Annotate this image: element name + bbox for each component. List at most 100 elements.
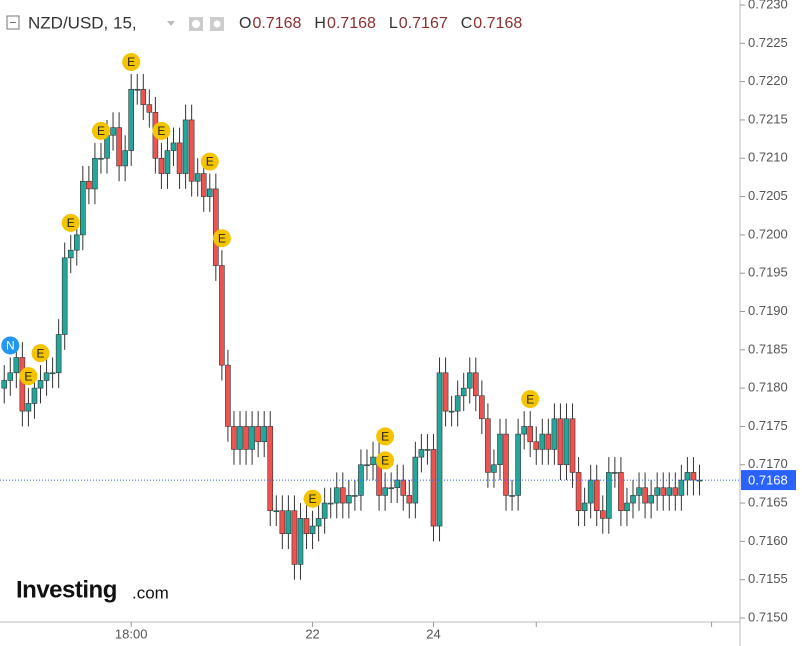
candle-body: [678, 479, 685, 496]
y-tick-label: 0.7160: [748, 533, 788, 548]
event-badge[interactable]: [152, 121, 171, 140]
candle-body: [466, 372, 473, 389]
candle-body: [460, 387, 467, 397]
candle-body: [388, 487, 394, 490]
candle-body: [569, 418, 576, 473]
event-label: N: [6, 339, 15, 353]
candle-body: [545, 433, 552, 450]
event-badge[interactable]: [1, 336, 20, 355]
logo: Investing .com: [16, 576, 169, 603]
candle-body: [660, 487, 667, 496]
candle-body: [370, 456, 376, 466]
candle-body: [116, 127, 122, 167]
candle-body: [261, 426, 267, 443]
event-badge[interactable]: [212, 229, 231, 248]
y-tick-label: 0.7195: [748, 265, 788, 280]
y-tick-label: 0.7185: [748, 341, 788, 356]
candle-body: [188, 119, 195, 182]
candle-body: [654, 487, 660, 496]
candle-body: [315, 518, 322, 527]
candle-body: [473, 372, 479, 397]
candle-body: [37, 380, 44, 389]
dropdown-arrow[interactable]: [167, 21, 175, 26]
candle-body: [339, 487, 346, 504]
y-tick-label: 0.7230: [748, 0, 788, 11]
event-label: E: [206, 155, 214, 169]
last-price-label: 0.7168: [748, 473, 788, 488]
ohlc-value: 0.7168: [327, 15, 376, 32]
candle-body: [291, 510, 298, 565]
y-tick-label: 0.7210: [748, 150, 788, 165]
settings-icon-hole: [213, 20, 221, 28]
candle-body: [128, 88, 134, 151]
x-tick-label: 24: [426, 626, 440, 641]
candle-body: [158, 157, 165, 174]
event-label: E: [36, 346, 44, 360]
candle-body: [491, 464, 497, 473]
ohlc-label: L: [389, 15, 398, 32]
candle-body: [285, 510, 292, 535]
candle-body: [593, 479, 600, 512]
candle-body: [684, 472, 691, 481]
eye-icon-pupil: [192, 20, 200, 28]
candle-body: [364, 464, 370, 467]
collapse-icon[interactable]: [6, 15, 20, 30]
event-label: E: [526, 392, 534, 406]
candle-body: [25, 403, 32, 412]
candle-body: [557, 418, 564, 466]
candle-body: [182, 119, 189, 174]
event-badge[interactable]: [31, 344, 50, 363]
candle-body: [61, 257, 68, 335]
event-badge[interactable]: [91, 121, 110, 140]
candle-body: [587, 479, 594, 504]
logo-name: Investing: [16, 576, 117, 603]
candle-body: [86, 180, 92, 190]
event-label: E: [157, 124, 165, 138]
candle-body: [672, 487, 679, 496]
x-tick-label: 18:00: [115, 626, 148, 641]
candle-body: [98, 157, 104, 160]
candle-body: [309, 525, 316, 535]
logo-suffix: .com: [132, 583, 169, 602]
event-label: E: [67, 216, 75, 230]
candle-body: [43, 372, 50, 381]
event-badge[interactable]: [521, 390, 540, 409]
candle-body: [206, 188, 213, 197]
event-badge[interactable]: [303, 489, 322, 508]
candle-body: [267, 426, 274, 512]
candle-body: [485, 418, 491, 473]
event-badge[interactable]: [376, 427, 395, 446]
candle-body: [624, 502, 630, 512]
candle-body: [418, 449, 425, 458]
candle-body: [237, 426, 243, 450]
event-badge[interactable]: [376, 451, 395, 470]
event-badge[interactable]: [61, 213, 80, 232]
candle-body: [599, 510, 606, 519]
event-badge[interactable]: [19, 367, 38, 386]
candle-body: [170, 142, 177, 151]
candle-body: [176, 142, 183, 174]
y-tick-label: 0.7205: [748, 188, 788, 203]
candle-body: [73, 234, 80, 251]
candle-body: [213, 188, 219, 266]
candle-body: [690, 472, 697, 481]
ohlc-legend: O 0.7168 H 0.7168 L 0.7167 C 0.7168: [239, 15, 522, 32]
event-badge[interactable]: [200, 152, 219, 171]
y-tick-label: 0.7220: [748, 73, 788, 88]
candle-body: [7, 372, 14, 381]
candle-body: [630, 495, 636, 504]
candle-body: [194, 173, 201, 182]
event-badge[interactable]: [122, 52, 141, 71]
candle-body: [666, 487, 673, 496]
candle-body: [303, 518, 310, 535]
candle-body: [67, 249, 74, 259]
candle-body: [448, 410, 455, 413]
candle-body: [327, 502, 334, 505]
candle-body: [406, 495, 413, 504]
candle-body: [618, 472, 624, 512]
candle-body: [255, 426, 261, 443]
candle-body: [497, 433, 503, 466]
ohlc-value: 0.7168: [473, 15, 522, 32]
event-label: E: [381, 430, 389, 444]
